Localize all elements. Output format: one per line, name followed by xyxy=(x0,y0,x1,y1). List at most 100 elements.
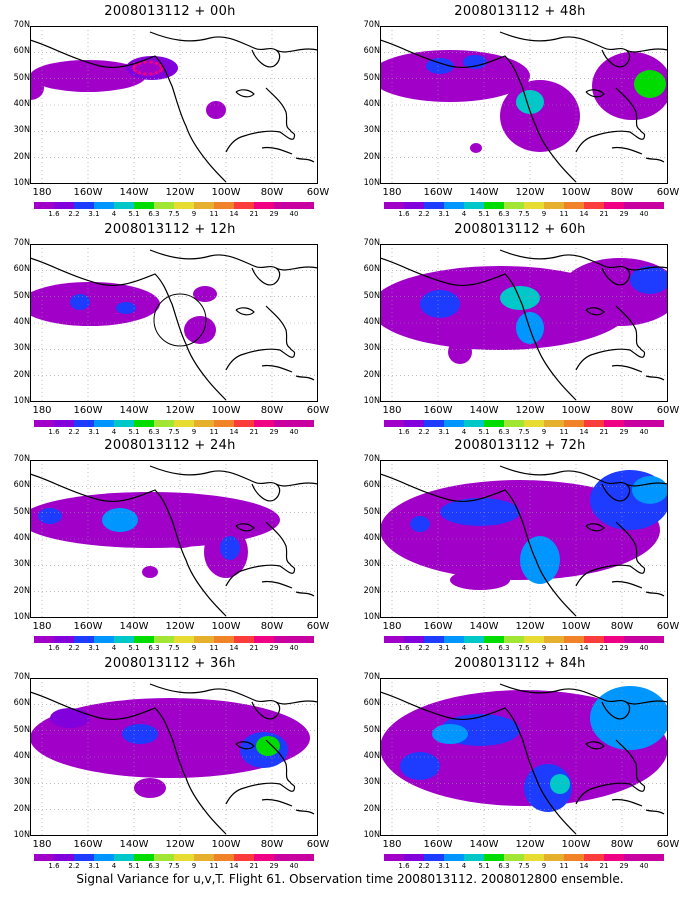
colorbar-label: 3.1 xyxy=(438,644,450,652)
variance-contour-region xyxy=(634,70,666,98)
coastline xyxy=(295,591,315,597)
signal-variance-map xyxy=(380,26,668,184)
longitude-label: 100W xyxy=(211,405,241,416)
panel-title: 2008013112 + 36h xyxy=(104,656,236,671)
colorbar-swatch xyxy=(524,202,544,209)
colorbar-swatch xyxy=(114,202,134,209)
coastline xyxy=(499,249,668,271)
latitude-label: 70N xyxy=(363,20,380,30)
variance-contour-region xyxy=(142,566,158,578)
colorbar-label: 7.5 xyxy=(168,210,180,218)
longitude-label: 80W xyxy=(610,621,634,632)
map-panel: 2008013112 + 24h 70N 60N 50N 40N 30N 20N 10N 180… xyxy=(0,434,340,652)
variance-contour-region xyxy=(432,724,468,744)
colorbar-label: 4 xyxy=(461,862,467,870)
coastline xyxy=(611,146,643,155)
colorbar-label: 11 xyxy=(559,210,569,218)
observation-marker xyxy=(149,60,153,64)
colorbar-label: 9 xyxy=(541,644,547,652)
colorbar-swatch xyxy=(54,854,74,861)
colorbar-swatch xyxy=(174,420,194,427)
colorbar-swatch xyxy=(234,420,254,427)
latitude-label: 50N xyxy=(13,72,30,83)
colorbar-label: 21 xyxy=(249,428,259,436)
colorbar-swatch xyxy=(254,202,274,209)
colorbar-label: 40 xyxy=(639,644,649,652)
longitude-label: 140W xyxy=(119,621,149,632)
coastline xyxy=(149,465,318,487)
colorbar-swatch xyxy=(74,420,94,427)
colorbar-swatch xyxy=(94,420,114,427)
coastline xyxy=(645,157,665,163)
colorbar-swatch xyxy=(214,202,234,209)
coastline xyxy=(251,701,281,720)
coastline xyxy=(149,31,318,53)
colorbar-swatch xyxy=(74,636,94,643)
longitude-label: 180 xyxy=(382,187,402,198)
coastline xyxy=(295,157,315,163)
variance-contour-region xyxy=(256,736,280,756)
longitude-label: 120W xyxy=(165,405,195,416)
longitude-label: 120W xyxy=(515,839,545,850)
latitude-label: 20N xyxy=(363,585,380,596)
longitude-label: 60W xyxy=(306,187,330,198)
latitude-label: 10N xyxy=(13,396,30,406)
longitude-label: 140W xyxy=(469,187,499,198)
longitude-label: 80W xyxy=(610,839,634,850)
colorbar-label: 9 xyxy=(191,210,197,218)
signal-variance-map xyxy=(380,460,668,618)
observation-marker xyxy=(159,69,163,73)
latitude-label: 50N xyxy=(363,290,380,301)
colorbar-swatch xyxy=(524,854,544,861)
longitude-label: 180 xyxy=(32,405,52,416)
colorbar-swatch xyxy=(134,636,154,643)
colorbar-label: 21 xyxy=(599,428,609,436)
colorbar-label: 7.5 xyxy=(168,428,180,436)
colorbar-label: 5.1 xyxy=(478,210,490,218)
variance-contour-region xyxy=(184,316,216,344)
colorbar-label: 14 xyxy=(229,644,239,652)
longitude-label: 160W xyxy=(423,187,453,198)
colorbar-label: 7.5 xyxy=(518,644,530,652)
colorbar-swatch xyxy=(94,202,114,209)
colorbar-swatch xyxy=(134,420,154,427)
latitude-label: 10N xyxy=(363,830,380,840)
colorbar-swatch xyxy=(584,854,604,861)
longitude-label: 60W xyxy=(656,405,680,416)
colorbar-swatch xyxy=(544,202,564,209)
map-panel: 2008013112 + 84h 70N 60N 50N 40N 30N 20N 10N 180… xyxy=(350,652,690,870)
coastline xyxy=(225,739,296,805)
colorbar-swatch xyxy=(644,202,664,209)
variance-contour-region xyxy=(500,286,540,310)
colorbar-label: 3.1 xyxy=(438,428,450,436)
longitude-label: 140W xyxy=(469,839,499,850)
colorbar-label: 21 xyxy=(249,862,259,870)
longitude-label: 60W xyxy=(306,839,330,850)
colorbar-swatch xyxy=(404,854,424,861)
colorbar-swatch xyxy=(404,636,424,643)
panel-title: 2008013112 + 84h xyxy=(454,656,586,671)
colorbar-label: 40 xyxy=(639,862,649,870)
panel-title: 2008013112 + 60h xyxy=(454,222,586,237)
colorbar-label: 5.1 xyxy=(128,862,140,870)
colorbar-label: 11 xyxy=(209,428,219,436)
latitude-label: 40N xyxy=(363,751,380,761)
observation-marker xyxy=(149,72,153,76)
longitude-label: 100W xyxy=(211,621,241,632)
colorbar-label: 4 xyxy=(461,644,467,652)
longitude-label: 80W xyxy=(610,405,634,416)
signal-variance-map xyxy=(30,460,318,618)
longitude-label: 160W xyxy=(73,187,103,198)
latitude-label: 10N xyxy=(13,830,30,840)
colorbar-swatch xyxy=(254,420,274,427)
colorbar-label: 1.6 xyxy=(48,210,60,218)
observation-marker xyxy=(137,71,141,75)
colorbar-label: 40 xyxy=(289,210,299,218)
colorbar-swatch xyxy=(404,420,424,427)
colorbar-label: 2.2 xyxy=(418,428,430,436)
variance-contour-region xyxy=(400,752,440,780)
longitude-label: 80W xyxy=(260,405,284,416)
coastline xyxy=(235,89,255,98)
colorbar-label: 40 xyxy=(639,210,649,218)
latitude-label: 50N xyxy=(363,506,380,517)
